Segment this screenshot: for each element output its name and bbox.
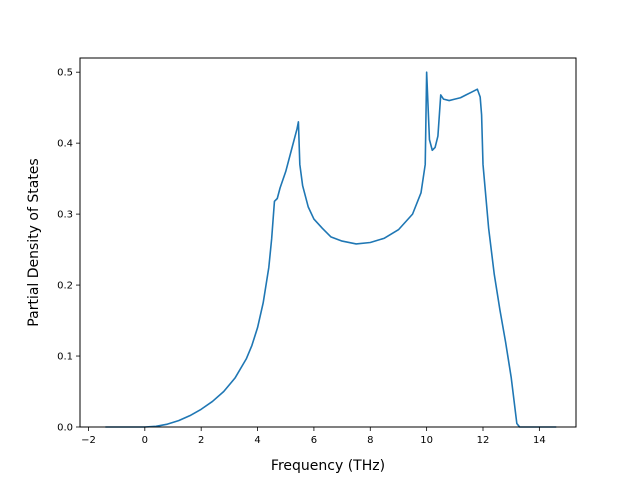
- y-tick-label: 0.1: [57, 352, 73, 363]
- plot-frame: [79, 57, 577, 428]
- y-tick-label: 0.2: [57, 281, 73, 292]
- x-tick-label: 10: [420, 435, 433, 446]
- x-axis-label: Frequency (THz): [271, 458, 385, 474]
- series-line-0: [105, 71, 557, 428]
- x-tick-label: 14: [533, 435, 546, 446]
- y-tick-label: 0.4: [57, 139, 73, 150]
- x-tick-label: 0: [142, 435, 148, 446]
- y-axis-label: Partial Density of States: [26, 158, 42, 326]
- plot-area: [105, 71, 557, 428]
- x-tick-label: 12: [477, 435, 490, 446]
- x-tick-label: 2: [198, 435, 204, 446]
- y-tick-label: 0.5: [57, 68, 73, 79]
- x-axis: −2 0 2 4 6 8 10 12 14: [81, 427, 546, 446]
- y-tick-label: 0.3: [57, 210, 73, 221]
- y-tick-label: 0.0: [57, 423, 73, 434]
- x-tick-label: 4: [254, 435, 260, 446]
- x-tick-label: 8: [367, 435, 373, 446]
- x-tick-label: −2: [81, 435, 96, 446]
- x-tick-label: 6: [311, 435, 317, 446]
- y-axis: 0.0 0.1 0.2 0.3 0.4 0.5: [57, 68, 80, 434]
